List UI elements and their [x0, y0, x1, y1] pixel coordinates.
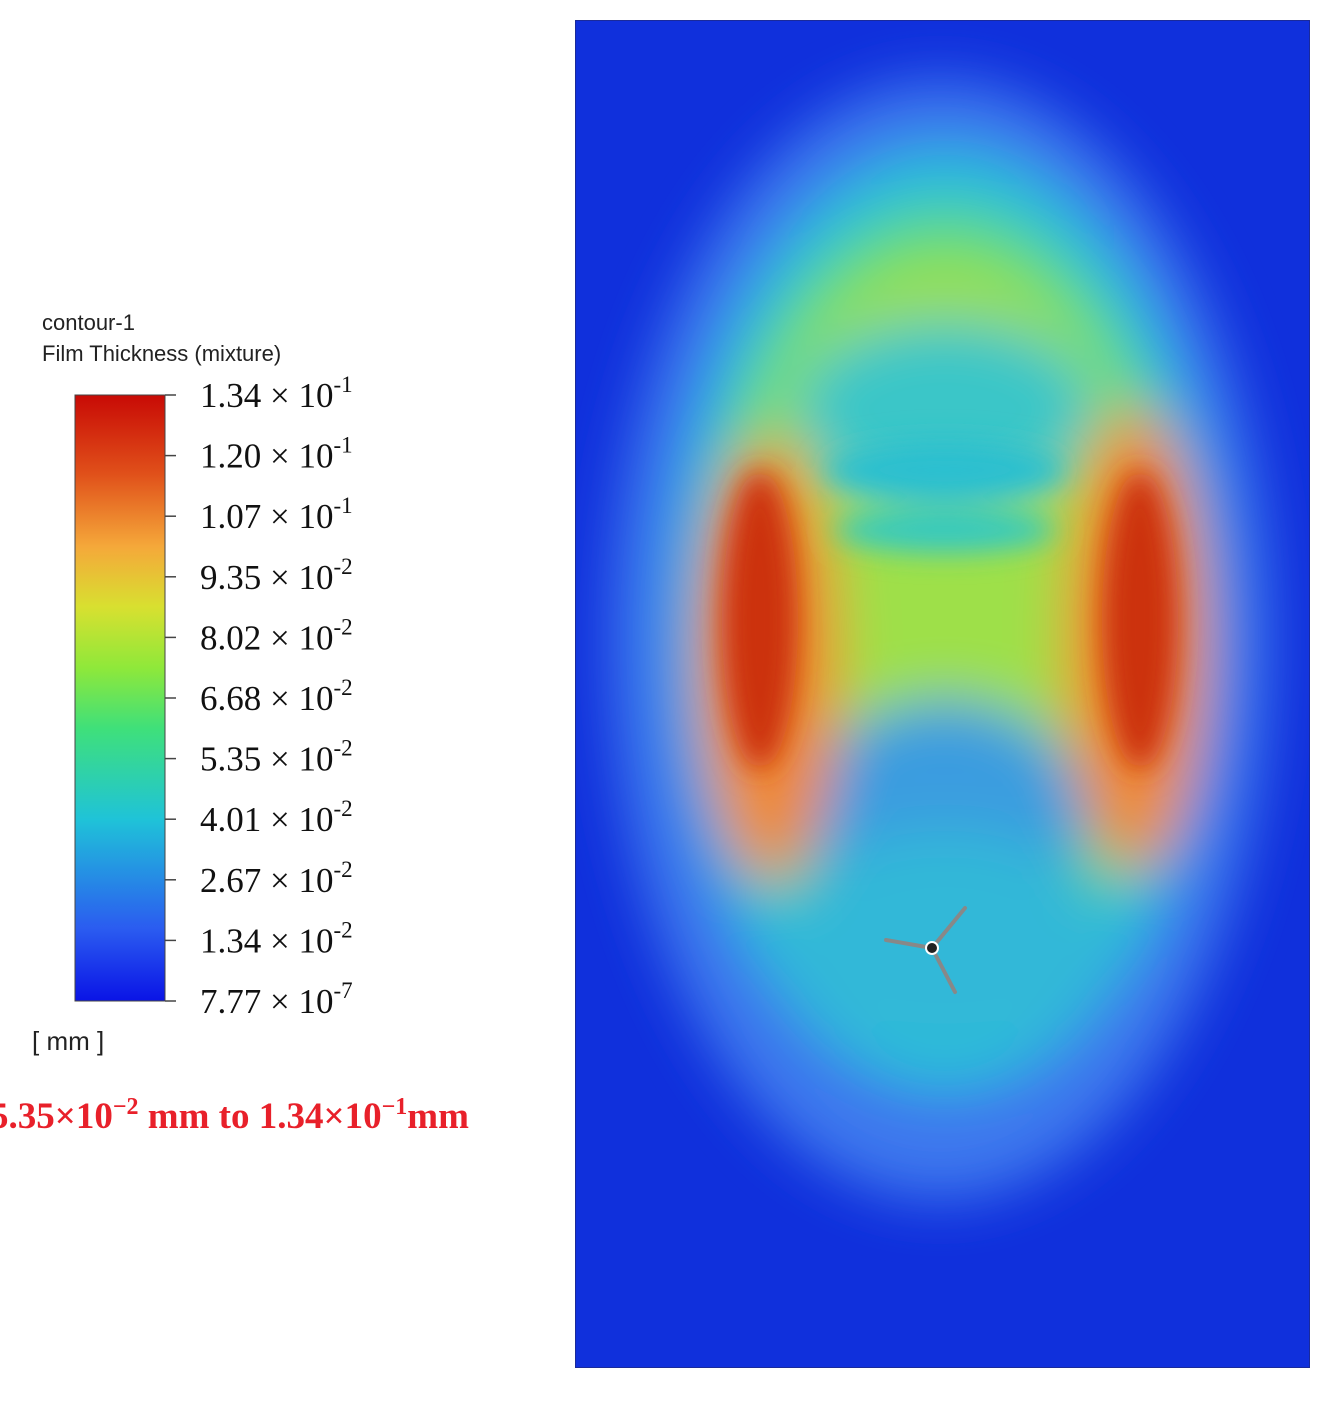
tick-exponent: -2 — [334, 736, 353, 761]
annotation-text: 5.35×10 — [0, 1096, 113, 1137]
tick-label: 1.34 × 10-1 — [200, 372, 353, 415]
tick-mantissa: 9.35 × 10 — [200, 558, 334, 597]
tick-mantissa: 7.77 × 10 — [200, 982, 334, 1021]
contour-plot — [575, 20, 1310, 1368]
tick-exponent: -2 — [334, 857, 353, 882]
legend-subtitle: Film Thickness (mixture) — [42, 341, 281, 366]
tick-exponent: -1 — [334, 372, 353, 397]
tick-mantissa: 2.67 × 10 — [200, 861, 334, 900]
tick-exponent: -7 — [334, 978, 353, 1003]
annotation-text: mm — [407, 1096, 469, 1137]
tick-label: 8.02 × 10-2 — [200, 614, 353, 657]
tick-label: 2.67 × 10-2 — [200, 857, 353, 900]
tick-mantissa: 4.01 × 10 — [200, 800, 334, 839]
legend-title: contour-1 — [42, 310, 135, 335]
tick-mantissa: 1.07 × 10 — [200, 497, 334, 536]
annotation-text: mm to 1.34×10 — [139, 1096, 382, 1137]
tick-label: 7.77 × 10-7 — [200, 978, 353, 1021]
tick-exponent: -2 — [334, 917, 353, 942]
annotation-exponent: −1 — [382, 1094, 408, 1120]
tick-mantissa: 8.02 × 10 — [200, 618, 334, 657]
tick-label: 1.20 × 10-1 — [200, 433, 353, 476]
tick-label: 4.01 × 10-2 — [200, 796, 353, 839]
tick-mantissa: 1.20 × 10 — [200, 437, 334, 476]
tick-mantissa: 1.34 × 10 — [200, 921, 334, 960]
tick-mantissa: 5.35 × 10 — [200, 740, 334, 779]
tick-label: 1.07 × 10-1 — [200, 493, 353, 536]
annotation-exponent: −2 — [113, 1094, 139, 1120]
tick-mantissa: 6.68 × 10 — [200, 679, 334, 718]
tick-label: 5.35 × 10-2 — [200, 736, 353, 779]
tick-label: 1.34 × 10-2 — [200, 917, 353, 960]
tick-exponent: -2 — [334, 796, 353, 821]
tick-exponent: -1 — [334, 433, 353, 458]
tick-label: 9.35 × 10-2 — [200, 554, 353, 597]
tick-exponent: -1 — [334, 493, 353, 518]
color-bar — [74, 394, 166, 1002]
tick-mantissa: 1.34 × 10 — [200, 376, 334, 415]
tick-exponent: -2 — [334, 614, 353, 639]
tick-exponent: -2 — [334, 675, 353, 700]
tick-exponent: -2 — [334, 554, 353, 579]
legend-unit: [ mm ] — [32, 1026, 104, 1056]
annotation: 5.35×10−2 mm to 1.34×10−1mm — [0, 1094, 469, 1137]
tick-label: 6.68 × 10-2 — [200, 675, 353, 718]
turbine-icon — [884, 906, 967, 994]
